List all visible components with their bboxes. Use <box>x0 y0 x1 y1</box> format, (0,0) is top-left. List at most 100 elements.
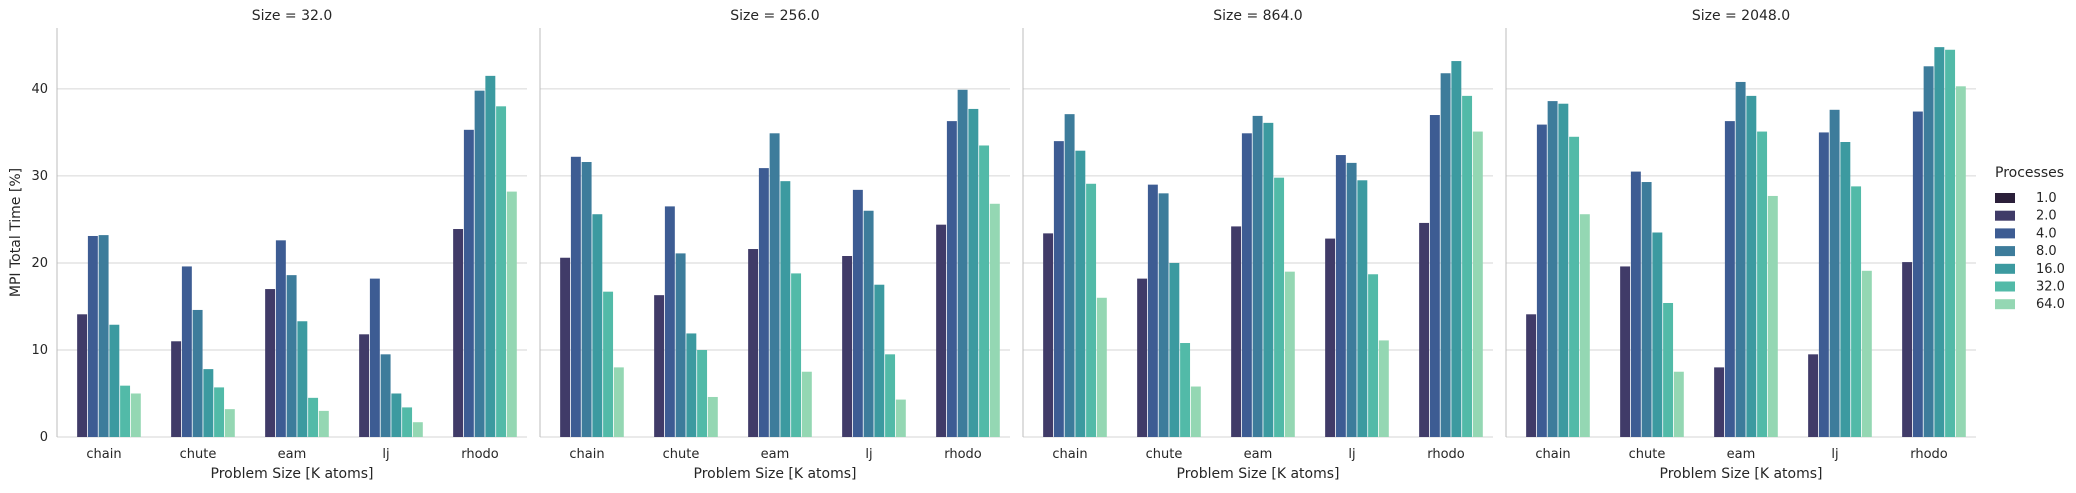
bar <box>1368 274 1379 437</box>
legend-swatch <box>1995 281 2015 292</box>
bar <box>463 129 474 437</box>
legend-swatch <box>1995 210 2015 221</box>
bar <box>181 266 192 437</box>
legend-swatch <box>1995 263 2015 274</box>
bar <box>570 156 581 438</box>
bar <box>1714 367 1725 437</box>
bar <box>697 349 708 437</box>
bar <box>654 295 665 437</box>
bar <box>748 249 759 437</box>
x-tick-label: chain <box>86 447 121 462</box>
bar <box>1147 184 1158 437</box>
bar <box>120 385 131 437</box>
bar <box>1808 354 1819 437</box>
panel-title: Size = 32.0 <box>252 8 333 24</box>
bar <box>1558 103 1569 438</box>
bar <box>391 393 402 437</box>
bar <box>603 291 614 437</box>
bar <box>485 75 496 438</box>
legend-label: 4.0 <box>2036 226 2057 241</box>
x-tick-label: eam <box>1727 447 1756 462</box>
x-tick-label: chain <box>1052 447 1087 462</box>
legend-label: 8.0 <box>2036 244 2057 259</box>
x-tick-label: eam <box>278 447 307 462</box>
legend-label: 1.0 <box>2036 191 2057 206</box>
y-tick-label: 10 <box>31 343 48 358</box>
bar <box>412 422 423 437</box>
legend-swatch <box>1995 299 2015 310</box>
legend-label: 16.0 <box>2036 262 2065 277</box>
bar <box>359 334 370 437</box>
bar <box>686 333 697 437</box>
x-tick-label: eam <box>1244 447 1273 462</box>
y-tick-label: 0 <box>40 430 48 445</box>
bar <box>842 256 853 437</box>
bar <box>1673 371 1684 437</box>
x-tick-label: chute <box>180 447 217 462</box>
bar <box>1923 66 1934 437</box>
bar <box>1757 131 1768 437</box>
bar <box>1429 115 1440 438</box>
bar <box>1630 171 1641 437</box>
legend-swatch <box>1995 193 2015 203</box>
y-tick-label: 40 <box>31 82 48 97</box>
bar <box>130 393 141 437</box>
bar <box>171 341 182 437</box>
bar <box>77 314 88 437</box>
bar <box>1641 182 1652 437</box>
bar <box>369 278 380 437</box>
bar <box>1652 232 1663 437</box>
bar <box>1569 136 1580 437</box>
y-tick-label: 30 <box>31 169 48 184</box>
bar <box>1955 86 1966 438</box>
bar <box>1547 101 1558 437</box>
bar <box>1053 141 1064 437</box>
y-tick-label: 20 <box>31 256 48 271</box>
bar <box>1735 81 1746 437</box>
bar <box>1663 302 1674 437</box>
x-axis-title: Problem Size [K atoms] <box>211 466 374 482</box>
bar <box>453 229 464 437</box>
bar <box>286 275 297 437</box>
bar <box>801 371 812 437</box>
bar <box>1241 133 1252 438</box>
bar <box>1579 214 1590 437</box>
bar <box>275 240 286 437</box>
bar <box>265 289 276 437</box>
bar <box>402 407 413 437</box>
x-tick-label: chain <box>1535 447 1570 462</box>
bar <box>1746 95 1757 437</box>
bar <box>214 387 225 437</box>
bar <box>1440 73 1451 437</box>
bar <box>1335 155 1346 438</box>
bar <box>885 354 896 437</box>
bar <box>675 253 686 437</box>
bar <box>1934 47 1945 437</box>
bar <box>474 90 485 437</box>
x-tick-label: chute <box>1629 447 1666 462</box>
x-tick-label: lj <box>382 447 389 462</box>
bar <box>1274 177 1285 437</box>
bar <box>1767 195 1778 437</box>
bar <box>1252 115 1263 437</box>
bar <box>1190 386 1201 437</box>
bar <box>380 354 391 437</box>
bar <box>1096 297 1107 437</box>
x-axis-title: Problem Size [K atoms] <box>1660 466 1823 482</box>
bar <box>1945 49 1956 437</box>
panel-title: Size = 2048.0 <box>1692 8 1790 24</box>
bar <box>1829 109 1840 438</box>
bar <box>1064 114 1075 438</box>
bar <box>707 396 718 437</box>
x-tick-label: rhodo <box>944 447 982 462</box>
legend-swatch <box>1995 246 2015 257</box>
bar <box>758 168 769 437</box>
bar <box>769 133 780 438</box>
bar <box>1043 233 1054 437</box>
bar <box>224 409 235 437</box>
bar <box>318 410 329 437</box>
panel-title: Size = 256.0 <box>730 8 819 24</box>
bar <box>592 214 603 437</box>
bar <box>1526 314 1537 437</box>
